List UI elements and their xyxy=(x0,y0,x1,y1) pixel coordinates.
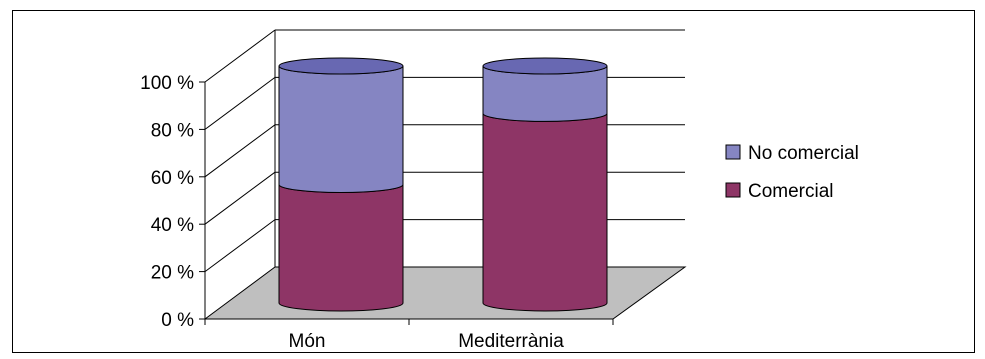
bar-segment-comercial-0 xyxy=(278,184,404,312)
bar-top-cap-1 xyxy=(482,57,608,75)
y-tick-label: 20 % xyxy=(151,263,194,284)
legend-label-comercial: Comercial xyxy=(748,181,834,202)
legend-label-no-comercial: No comercial xyxy=(748,143,859,164)
y-tick-label: 80 % xyxy=(151,120,194,141)
bar-segment-no-comercial-0 xyxy=(278,65,404,193)
legend: No comercial Comercial xyxy=(725,143,859,202)
y-tick-label: 60 % xyxy=(151,168,194,189)
y-tick-label: 100 % xyxy=(140,73,194,94)
legend-swatch-comercial xyxy=(725,182,741,198)
legend-swatch-no-comercial xyxy=(725,144,741,160)
gridline-wall xyxy=(204,29,276,83)
gridline-wall xyxy=(204,171,276,225)
chart-floor xyxy=(203,266,687,320)
y-tick-label: 40 % xyxy=(151,215,194,236)
x-category-label: Mediterrània xyxy=(458,331,564,352)
gridline-wall xyxy=(204,76,276,130)
gridline-wall xyxy=(204,219,276,273)
x-category-label: Món xyxy=(289,331,326,352)
bar-top-cap-0 xyxy=(278,57,404,75)
y-tick-label: 0 % xyxy=(161,310,194,331)
bar-segment-comercial-1 xyxy=(482,113,608,312)
gridline-wall xyxy=(204,124,276,178)
